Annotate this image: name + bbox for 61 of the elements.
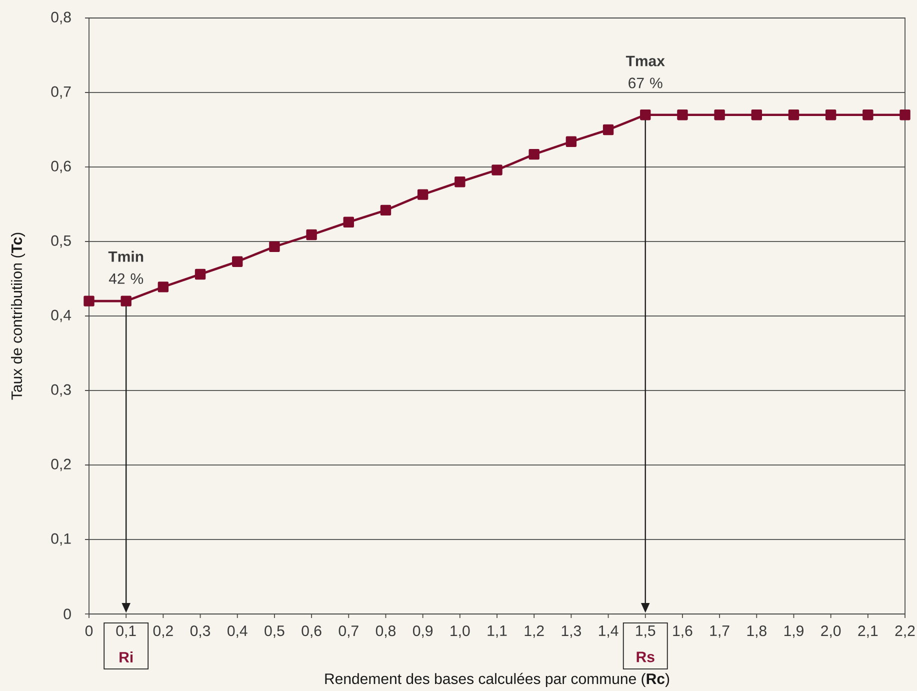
- x-tick-label: 1,4: [598, 626, 618, 638]
- y-tick-label: 0,1: [51, 533, 71, 546]
- y-tick-label: 0,2: [51, 458, 71, 472]
- x-tick-label: 0,3: [190, 626, 210, 638]
- annotation: Tmin 42 %: [108, 250, 144, 284]
- x-tick-label: 0,6: [302, 626, 322, 638]
- x-tick-label: 0,5: [264, 626, 284, 638]
- x-tick-label: 2,1: [858, 626, 878, 638]
- annotation: Tmax 67 %: [626, 56, 665, 88]
- x-axis-title: Rendement des bases calculées par commune (Rc): [325, 672, 670, 688]
- x-tick-label: 0,2: [153, 626, 173, 638]
- x-tick-label: 1,3: [562, 626, 581, 638]
- x-tick-label: 0,9: [412, 626, 433, 638]
- x-tick-label: 1,7: [710, 626, 730, 638]
- point: [900, 109, 910, 120]
- point: [120, 296, 132, 306]
- point: [640, 109, 651, 120]
- point: [751, 109, 762, 120]
- point: [194, 268, 206, 280]
- point: [677, 109, 688, 120]
- x-tick-label: 2,2: [895, 626, 915, 638]
- point: [454, 176, 466, 188]
- point: [380, 204, 392, 216]
- y-tick-label: 0,6: [51, 160, 71, 174]
- ref-line-label: Ri: [120, 652, 133, 662]
- point: [862, 109, 874, 120]
- x-tick-label: 1,5: [636, 626, 656, 638]
- x-tick-label: 0: [85, 626, 93, 636]
- y-tick-label: 0,3: [51, 384, 71, 397]
- x-tick-label: 1,1: [488, 626, 507, 638]
- x-tick-label: 1,8: [747, 626, 766, 638]
- y-axis-title: Taux de contributiion (Tc): [11, 232, 25, 400]
- x-tick-label: 1,6: [673, 626, 692, 638]
- point: [492, 164, 502, 176]
- x-tick-label: 0,1: [116, 626, 136, 638]
- x-tick-label: 2,0: [821, 626, 841, 638]
- point: [788, 109, 800, 120]
- point: [714, 109, 725, 120]
- point: [417, 189, 428, 200]
- x-tick-label: 1,2: [524, 626, 544, 638]
- point: [528, 148, 540, 160]
- y-tick-label: 0,4: [51, 310, 72, 322]
- point: [232, 256, 243, 267]
- point: [566, 136, 577, 148]
- y-tick-label: 0,5: [51, 235, 71, 248]
- point: [602, 124, 614, 136]
- ref-line-label: Rs: [636, 652, 654, 662]
- point: [825, 109, 836, 120]
- y-tick-label: 0: [64, 608, 71, 620]
- point: [84, 296, 94, 306]
- x-tick-label: 0,7: [338, 626, 358, 638]
- x-tick-label: 1,0: [450, 626, 470, 638]
- y-tick-label: 0,8: [51, 12, 71, 24]
- point: [158, 282, 169, 292]
- x-tick-label: 0,4: [228, 626, 248, 638]
- x-tick-label: 0,8: [376, 626, 396, 638]
- y-tick-label: 0,7: [51, 86, 71, 99]
- x-tick-label: 1,9: [784, 626, 804, 638]
- point: [306, 229, 317, 240]
- point: [343, 216, 354, 228]
- point: [269, 241, 280, 252]
